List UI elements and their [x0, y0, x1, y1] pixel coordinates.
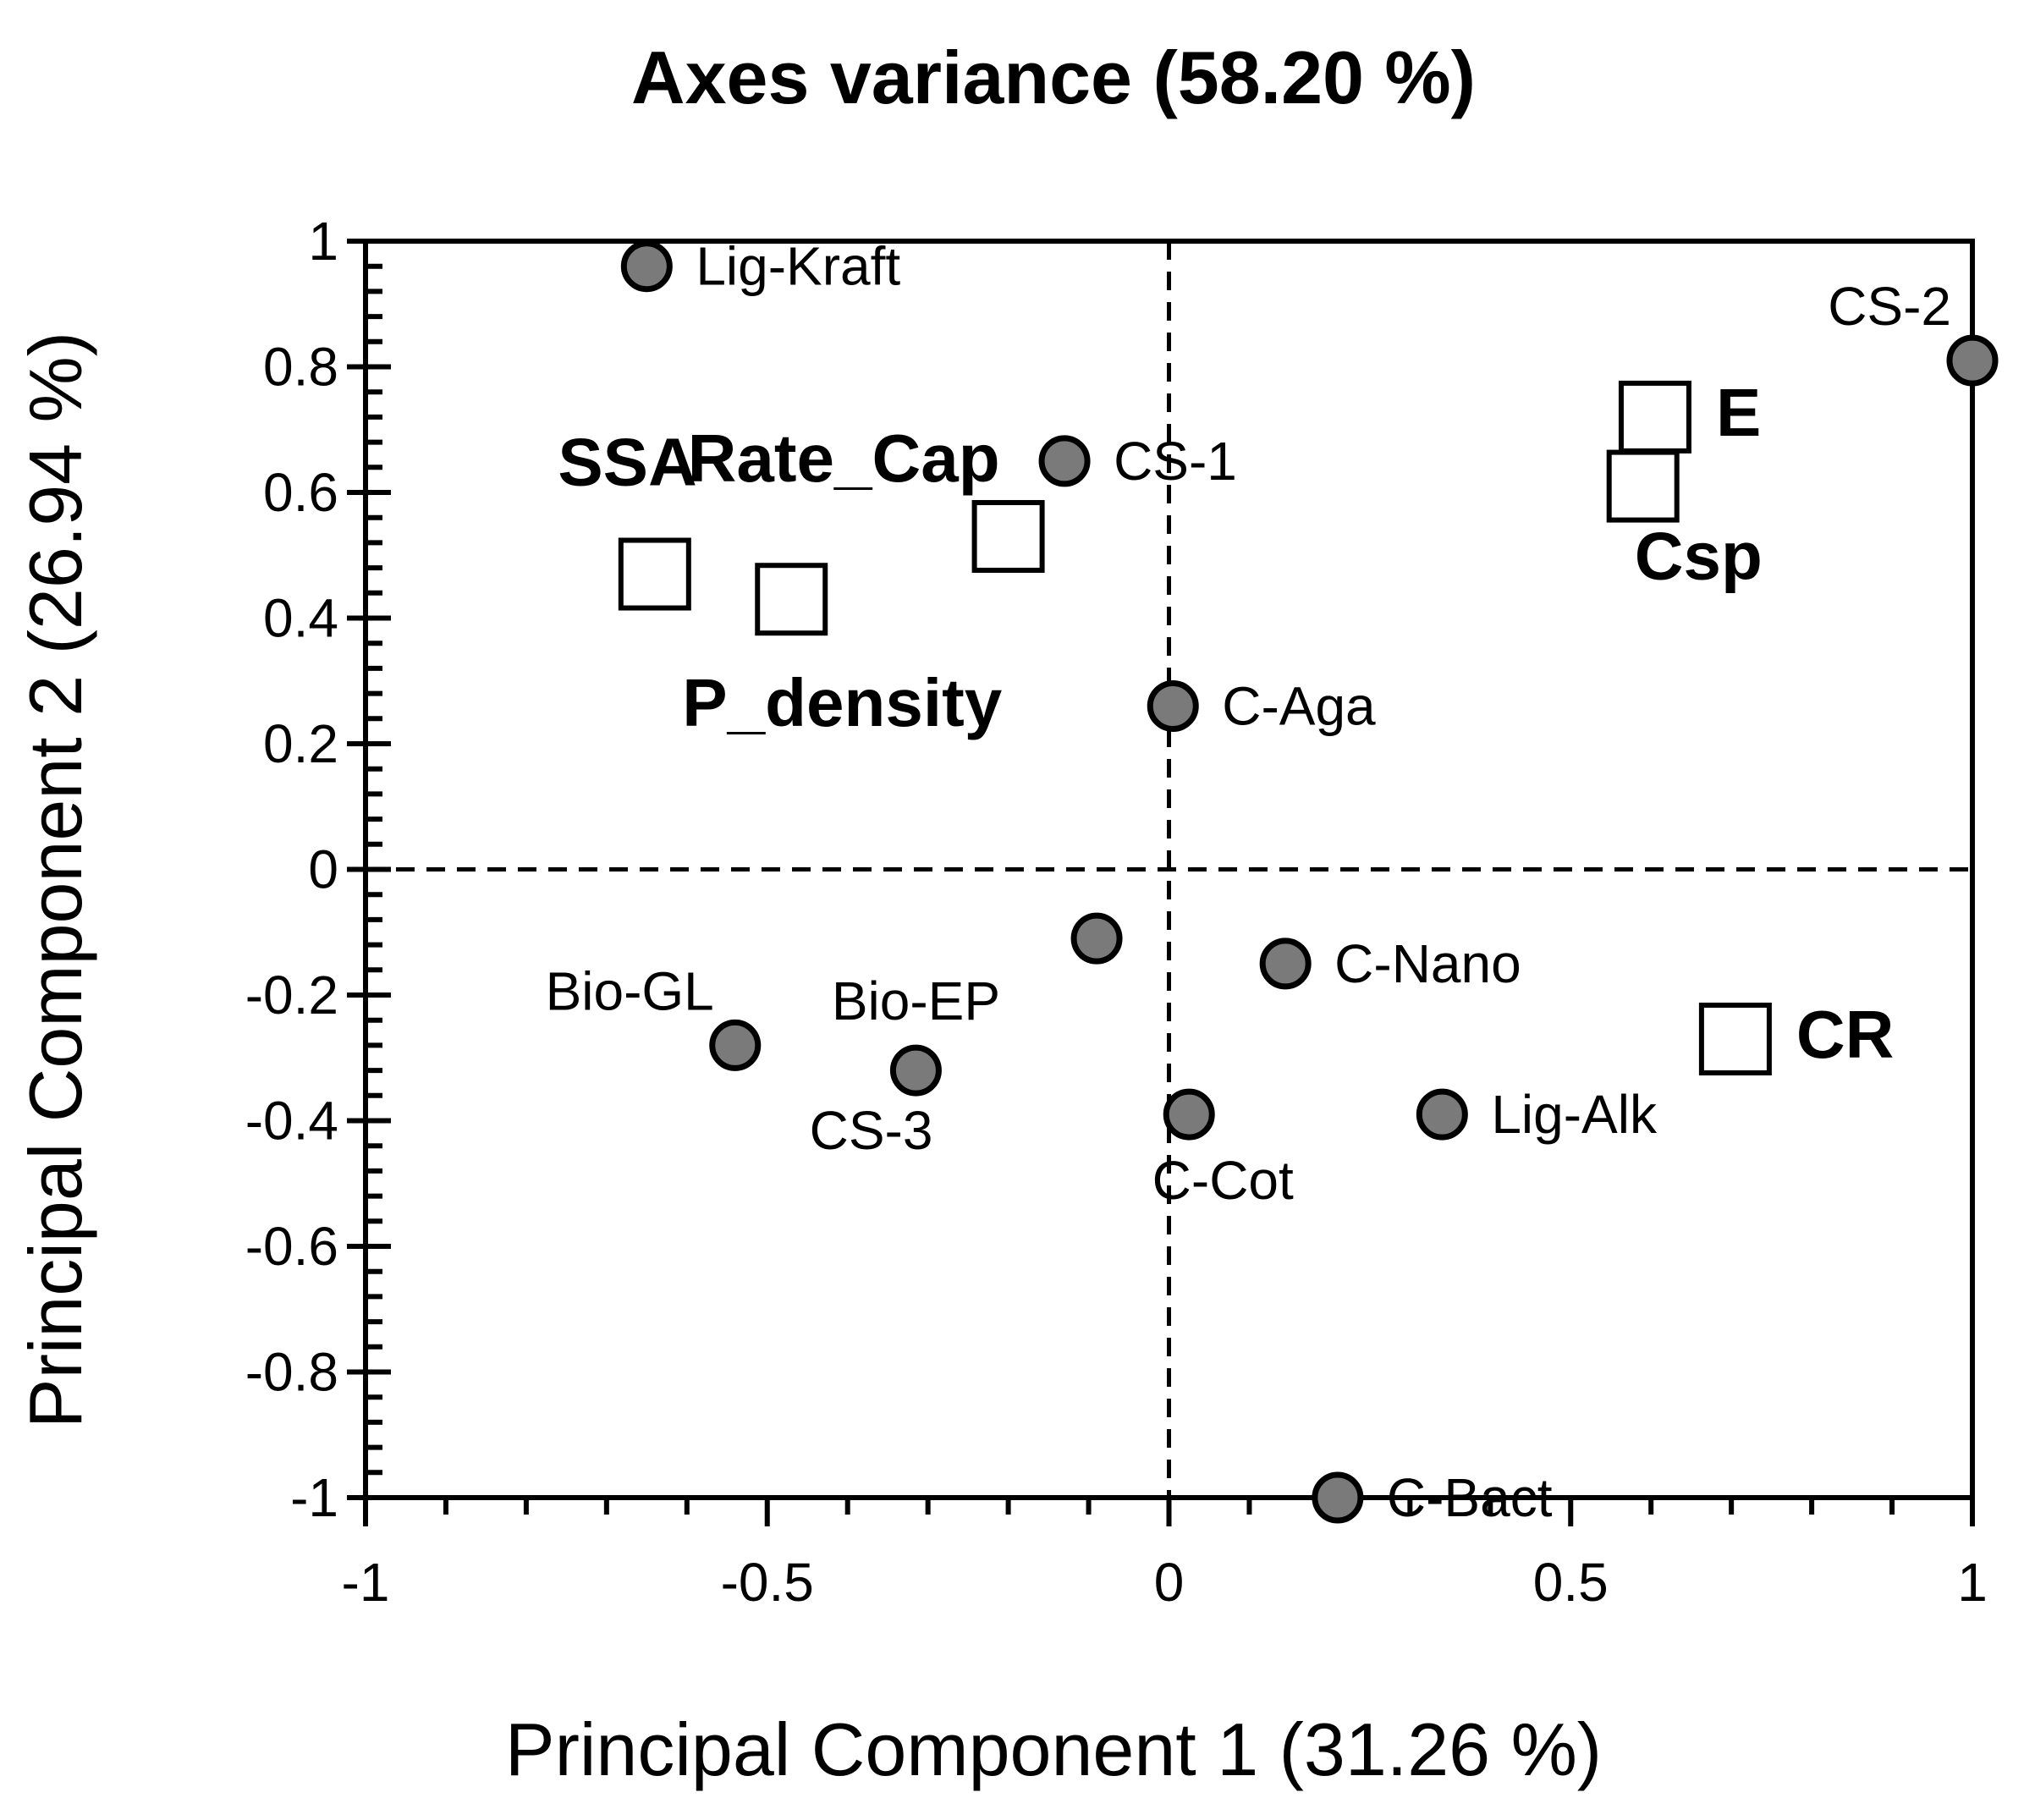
y-tick-label: 0.8 [263, 337, 338, 398]
variable-label: Csp [1635, 519, 1763, 594]
sample-point-marker [1946, 334, 1999, 387]
minor-ticks [366, 263, 1895, 1515]
reference-lines [366, 241, 1972, 1498]
y-tick-label: -0.4 [245, 1091, 338, 1152]
variable-square-marker [1606, 449, 1680, 523]
sample-label: Lig-Alk [1491, 1084, 1658, 1145]
sample-point-marker [1163, 1088, 1215, 1141]
data-markers [618, 240, 1999, 1524]
sample-point-marker [1038, 435, 1091, 487]
sample-label: CS-1 [1114, 431, 1237, 492]
y-tick-label: -1 [290, 1467, 338, 1528]
y-tick-label: 0 [308, 839, 338, 900]
sample-point-marker [1147, 679, 1199, 732]
sample-point-marker [889, 1044, 942, 1097]
sample-label: Lig-Kraft [696, 236, 900, 297]
variable-square-marker [755, 563, 828, 636]
variable-label: P_density [682, 665, 1002, 740]
sample-label: C-Bact [1387, 1467, 1553, 1528]
variable-label: Rate_Cap [688, 421, 1000, 496]
sample-point-marker [620, 240, 673, 293]
point-labels: Lig-Kraft CS-1 CS-2 C-Aga Bio-GL Bio-EP CS-3 C-… [546, 236, 1951, 1528]
y-tick-label: -0.2 [245, 965, 338, 1025]
y-tick-label: 0.4 [263, 588, 338, 649]
x-tick-label: -1 [342, 1552, 390, 1613]
x-axis-title: Principal Component 1 (31.26 %) [505, 1707, 1602, 1791]
variable-label: CR [1796, 997, 1895, 1072]
chart-title: Axes variance (58.20 %) [631, 36, 1476, 119]
x-tick-label: 1 [1957, 1552, 1988, 1613]
sample-label: Bio-GL [546, 960, 714, 1021]
variable-square-marker [618, 537, 691, 611]
variable-square-marker [1618, 380, 1691, 454]
variable-label: E [1716, 375, 1761, 450]
x-tick-label: 0 [1154, 1552, 1185, 1613]
sample-label: C-Nano [1334, 933, 1521, 994]
variable-square-marker [971, 499, 1045, 573]
variable-square-marker [1698, 1002, 1772, 1075]
sample-point-marker [1416, 1088, 1468, 1141]
sample-label: CS-2 [1828, 276, 1951, 337]
x-tick-label: -0.5 [721, 1552, 814, 1613]
y-tick-label: 0.2 [263, 713, 338, 774]
y-axis-title: Principal Component 2 (26.94 %) [14, 332, 97, 1428]
sample-label: CS-3 [810, 1100, 933, 1161]
variable-label: SSA [558, 425, 697, 500]
y-tick-label: -0.6 [245, 1216, 338, 1277]
sample-label: Bio-EP [832, 970, 1000, 1031]
tick-labels: -1 -0.5 0 0.5 1 1 0.8 0.6 0.4 0.2 0 -0.2 -0.4 -0.6 -0.… [245, 211, 1988, 1613]
sample-label: C-Aga [1222, 675, 1376, 736]
sample-point-marker [709, 1019, 762, 1071]
y-tick-label: 1 [308, 211, 338, 272]
y-tick-label: 0.6 [263, 462, 338, 523]
y-tick-label: -0.8 [245, 1342, 338, 1403]
sample-point-marker [1070, 912, 1123, 965]
sample-point-marker [1259, 937, 1312, 990]
sample-label: C-Cot [1152, 1150, 1294, 1211]
sample-point-marker [1312, 1471, 1364, 1524]
x-tick-label: 0.5 [1533, 1552, 1609, 1613]
